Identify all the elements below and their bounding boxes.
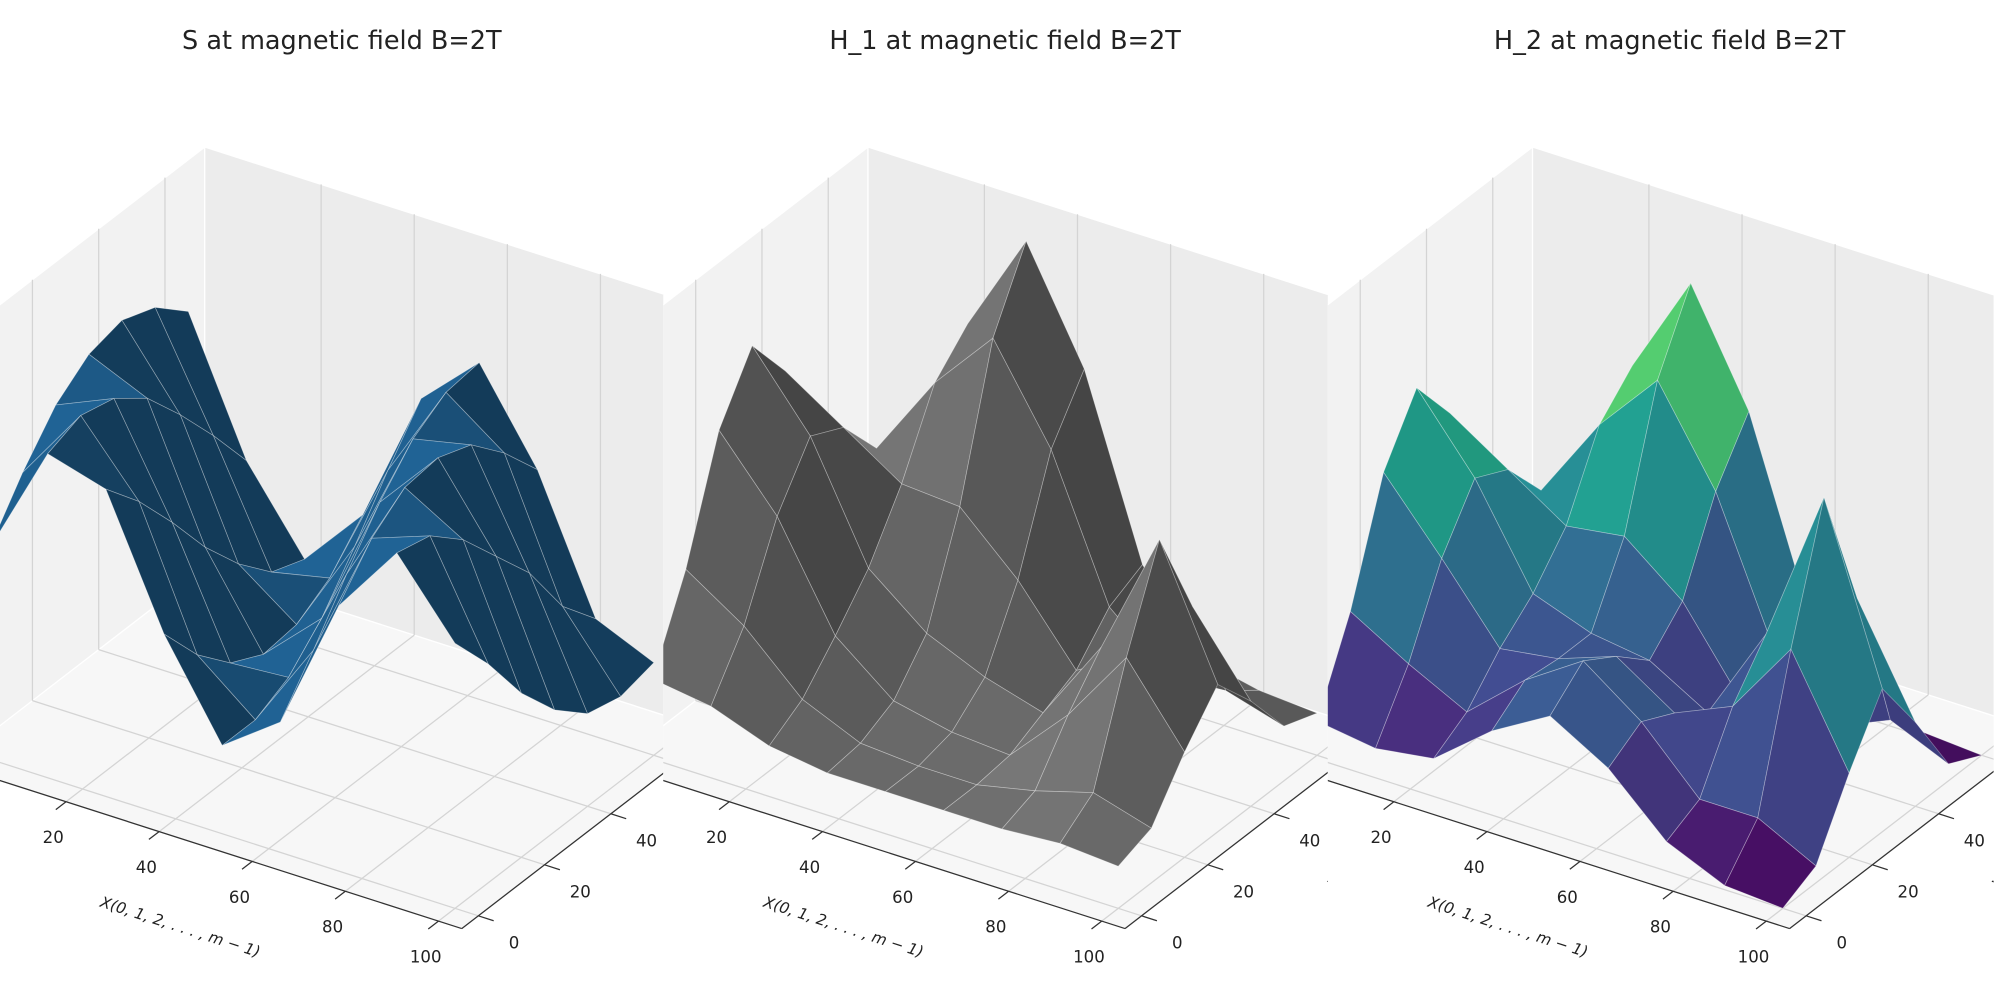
- subplot: H_2 at magnetic field B=2T 20 40 60 80 100 0 20…: [1327, 26, 2000, 967]
- y-tick-label: 20: [1898, 882, 1919, 901]
- grid-line: [344, 694, 601, 892]
- grid-line: [32, 700, 545, 866]
- tick-mark: [904, 860, 916, 870]
- surface-patch: [1059, 792, 1152, 867]
- y-axis-line: [461, 772, 664, 930]
- y-axis-label: Y(0, 1, 2,: [1989, 830, 2000, 893]
- tick-mark: [544, 864, 561, 871]
- x-tick-label: 20: [1371, 828, 1392, 847]
- x-tick-label: 100: [1738, 948, 1770, 967]
- tick-mark: [1476, 831, 1488, 840]
- y-tick-label: 40: [1299, 831, 1320, 850]
- grid-line: [1765, 745, 1994, 922]
- y-tick-label: 40: [636, 831, 657, 850]
- plot-area: 204060801000204060X(0, 1, 2, . . . , m −…: [1327, 145, 2000, 967]
- grid-line: [1327, 761, 1807, 917]
- x-tick-label: 80: [322, 918, 343, 937]
- x-tick-label: 20: [43, 828, 64, 847]
- y-axis-line: [1124, 771, 1328, 930]
- x-tick-label: 40: [1464, 858, 1485, 877]
- x-axis-line: [1327, 779, 1790, 930]
- x-tick-label: 100: [410, 948, 442, 967]
- grid-line: [438, 747, 664, 922]
- y-tick-label: 0: [509, 933, 520, 952]
- y-tick-label: 20: [570, 882, 591, 901]
- grid-line: [663, 761, 1142, 917]
- tick-mark: [334, 890, 346, 900]
- tick-mark: [811, 831, 823, 840]
- surface-patch: [396, 535, 490, 665]
- tick-mark: [1273, 813, 1290, 820]
- x-tick-label: 100: [1073, 948, 1105, 967]
- tick-mark: [1805, 915, 1822, 922]
- x-tick-label: 60: [892, 888, 913, 907]
- plot-area: 204060801000204060X(0, 1, 2, . . . , m −…: [663, 145, 1328, 967]
- y-tick-label: 0: [1837, 933, 1848, 952]
- chart-title: S at magnetic field B=2T: [182, 26, 502, 56]
- tick-mark: [1207, 864, 1224, 871]
- chart-title: H_2 at magnetic field B=2T: [1494, 26, 1846, 56]
- x-tick-label: 60: [1557, 888, 1578, 907]
- grid-line: [158, 634, 415, 833]
- x-tick-label: 80: [985, 918, 1006, 937]
- x-tick-label: 40: [136, 858, 157, 877]
- grid-line: [1101, 746, 1328, 922]
- tick-mark: [1383, 801, 1395, 811]
- plot-area: 204060801000204060X(0, 1, 2, . . . , m −…: [0, 145, 664, 967]
- tick-mark: [148, 831, 160, 840]
- surface-patch: [1724, 817, 1817, 909]
- tick-mark: [610, 813, 627, 820]
- tick-mark: [55, 801, 67, 811]
- y-tick-label: 20: [1233, 882, 1254, 901]
- surface-patch: [1125, 538, 1219, 753]
- x-tick-label: 40: [799, 858, 820, 877]
- x-tick-label: 60: [229, 888, 250, 907]
- y-tick-label: 0: [1172, 933, 1183, 952]
- x-axis-line: [663, 779, 1126, 930]
- subplot: S at magnetic field B=2T 20 40 60 80 100 0 20 40…: [0, 26, 664, 967]
- subplot: H_1 at magnetic field B=2T 20 40 60 80 100 0 20…: [663, 26, 1328, 967]
- chart-title: H_1 at magnetic field B=2T: [829, 26, 1181, 56]
- tick-mark: [998, 890, 1009, 900]
- y-tick-label: 40: [1964, 831, 1985, 850]
- x-tick-label: 20: [706, 828, 727, 847]
- tick-mark: [1938, 813, 1955, 820]
- tick-mark: [1662, 890, 1674, 900]
- grid-line: [251, 664, 508, 862]
- grid-line: [0, 761, 479, 917]
- tick-mark: [1755, 920, 1767, 930]
- tick-mark: [478, 915, 494, 922]
- tick-mark: [1141, 915, 1158, 922]
- x-tick-label: 80: [1650, 918, 1671, 937]
- tick-mark: [427, 920, 439, 930]
- grid-line: [98, 649, 612, 815]
- x-axis-line: [0, 779, 462, 930]
- tick-mark: [1569, 860, 1581, 870]
- tick-mark: [1091, 920, 1103, 930]
- tick-mark: [718, 801, 730, 811]
- tick-mark: [241, 860, 253, 870]
- surface-patch: [1159, 539, 1252, 702]
- tick-mark: [1872, 864, 1888, 871]
- y-axis-line: [1789, 770, 1994, 930]
